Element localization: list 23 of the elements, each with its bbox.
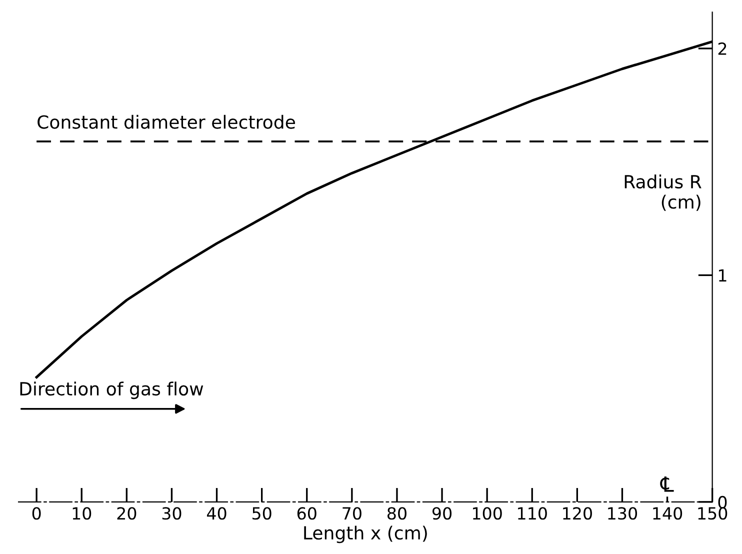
x-tick-label: 130 <box>608 507 638 520</box>
y-tick-label: 1 <box>719 269 726 282</box>
x-tick-label: 100 <box>472 507 502 520</box>
x-tick-label: 40 <box>206 507 226 520</box>
x-tick-label: 90 <box>432 507 452 520</box>
x-tick-label: 140 <box>653 507 682 520</box>
x-tick-label: 10 <box>72 507 92 520</box>
x-tick-label: 110 <box>518 507 547 520</box>
annotation: Direction of gas flow <box>20 382 204 400</box>
y-tick-label: 2 <box>718 42 726 55</box>
x-tick-label: 50 <box>252 507 272 520</box>
x-tick-label: 80 <box>387 507 406 520</box>
y-axis-title: Radius R (cm) <box>624 174 702 211</box>
x-tick-label: 0 <box>32 507 41 520</box>
x-tick-label: 20 <box>117 507 136 520</box>
x-tick-label: 70 <box>342 507 362 520</box>
ref-line-label: Constant diameter electrode <box>38 114 295 129</box>
x-tick-label: 30 <box>162 507 182 520</box>
x-tick-label: 120 <box>563 507 592 520</box>
x-axis-title: Length x (cm) <box>304 526 427 544</box>
x-tick-label: 60 <box>297 507 316 520</box>
annotation: ℄ <box>660 476 674 492</box>
x-tick-label: 150 <box>698 507 728 520</box>
